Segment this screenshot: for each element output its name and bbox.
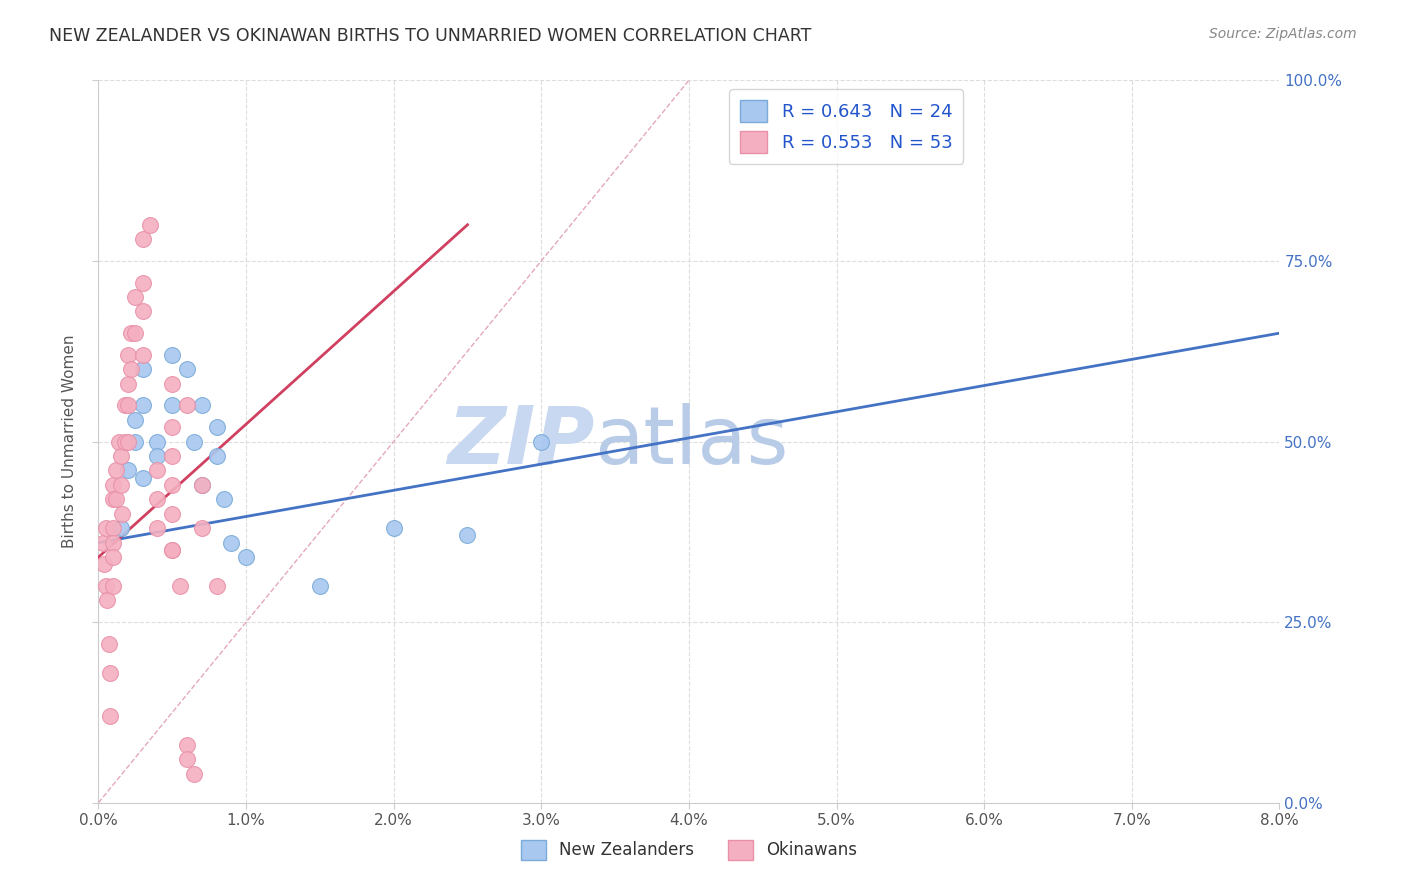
Point [132, 348, 155, 362]
Point [191, 521, 214, 535]
Point [162, 542, 183, 557]
Point [94, 579, 117, 593]
Point [183, 434, 205, 449]
Point [132, 470, 155, 484]
Text: Source: ZipAtlas.com: Source: ZipAtlas.com [1209, 27, 1357, 41]
Point [162, 398, 183, 412]
Point [183, 767, 205, 781]
Point [117, 398, 139, 412]
Point [205, 449, 228, 463]
Point [162, 376, 183, 391]
Point [120, 362, 142, 376]
Point [176, 362, 198, 376]
Point [93, 558, 115, 572]
Point [124, 434, 146, 449]
Point [124, 413, 146, 427]
Point [162, 348, 183, 362]
Text: atlas: atlas [595, 402, 789, 481]
Point [146, 434, 169, 449]
Point [132, 362, 155, 376]
Point [162, 420, 183, 434]
Point [98, 709, 121, 723]
Point [108, 434, 131, 449]
Point [162, 478, 183, 492]
Point [103, 492, 125, 507]
Point [146, 449, 169, 463]
Point [94, 521, 117, 535]
Point [111, 507, 134, 521]
Legend: New Zealanders, Okinawans: New Zealanders, Okinawans [515, 833, 863, 867]
Point [169, 579, 191, 593]
Point [132, 398, 155, 412]
Point [114, 398, 136, 412]
Point [132, 304, 155, 318]
Text: ZIP: ZIP [447, 402, 595, 481]
Point [191, 478, 214, 492]
Text: NEW ZEALANDER VS OKINAWAN BIRTHS TO UNMARRIED WOMEN CORRELATION CHART: NEW ZEALANDER VS OKINAWAN BIRTHS TO UNMA… [49, 27, 811, 45]
Point [114, 434, 136, 449]
Point [139, 218, 162, 232]
Point [309, 579, 332, 593]
Point [97, 637, 120, 651]
Point [132, 232, 155, 246]
Point [162, 449, 183, 463]
Point [105, 463, 128, 477]
Point [457, 528, 479, 542]
Point [212, 492, 235, 507]
Point [103, 535, 125, 549]
Point [124, 290, 146, 304]
Point [191, 478, 214, 492]
Point [124, 326, 146, 340]
Point [176, 398, 198, 412]
Point [176, 752, 198, 766]
Point [110, 521, 132, 535]
Point [221, 535, 243, 549]
Point [132, 276, 155, 290]
Point [110, 449, 132, 463]
Point [103, 478, 125, 492]
Point [103, 579, 125, 593]
Point [191, 398, 214, 412]
Y-axis label: Births to Unmarried Women: Births to Unmarried Women [62, 334, 77, 549]
Point [162, 542, 183, 557]
Point [235, 550, 257, 565]
Point [146, 463, 169, 477]
Point [110, 478, 132, 492]
Point [530, 434, 553, 449]
Point [96, 593, 118, 607]
Point [117, 463, 139, 477]
Point [162, 507, 183, 521]
Point [146, 492, 169, 507]
Point [117, 348, 139, 362]
Point [120, 326, 142, 340]
Point [205, 579, 228, 593]
Point [105, 492, 128, 507]
Point [91, 535, 114, 549]
Point [103, 521, 125, 535]
Point [146, 521, 169, 535]
Point [117, 434, 139, 449]
Point [103, 550, 125, 565]
Point [117, 376, 139, 391]
Point [382, 521, 405, 535]
Point [205, 420, 228, 434]
Point [98, 665, 121, 680]
Point [176, 738, 198, 752]
